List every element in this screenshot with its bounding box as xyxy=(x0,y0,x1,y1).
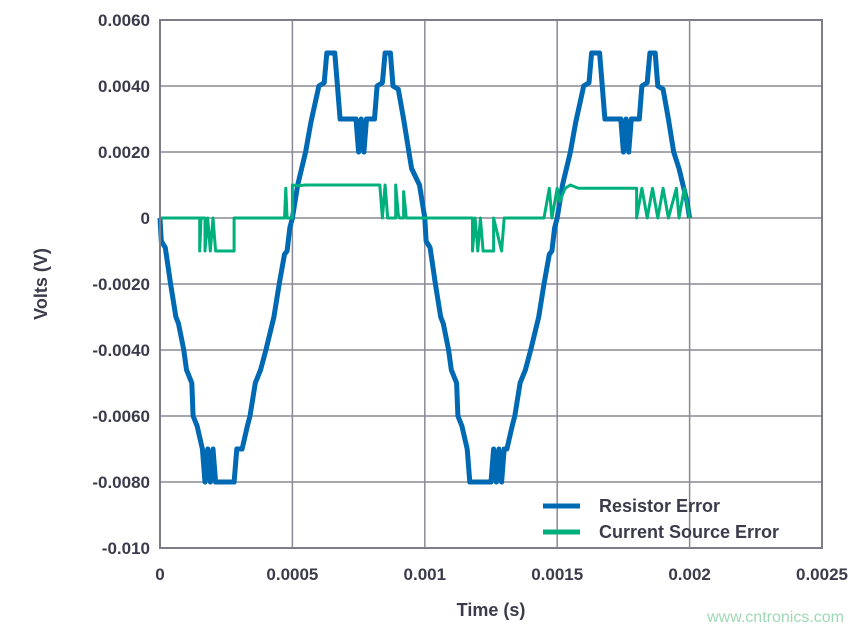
y-tick-label: 0 xyxy=(141,209,150,228)
x-axis-label: Time (s) xyxy=(457,600,526,620)
y-tick-label: -0.0020 xyxy=(92,275,150,294)
x-tick-label: 0.001 xyxy=(404,565,447,584)
series-line-current-source-error xyxy=(160,183,692,253)
plot-frame xyxy=(159,19,823,549)
y-tick-label: -0.0080 xyxy=(92,473,150,492)
y-tick-label: 0.0040 xyxy=(98,77,150,96)
y-axis-label: Volts (V) xyxy=(31,248,51,320)
watermark: www.cntronics.com xyxy=(706,609,844,626)
x-tick-label: 0.0025 xyxy=(796,565,848,584)
x-tick-label: 0 xyxy=(155,565,164,584)
legend: Resistor Error Current Source Error xyxy=(543,496,779,542)
x-tick-label: 0.002 xyxy=(668,565,711,584)
x-tick-label: 0.0015 xyxy=(531,565,583,584)
series-layer xyxy=(157,50,693,485)
y-tick-label: 0.0020 xyxy=(98,143,150,162)
legend-label-current-source-error: Current Source Error xyxy=(599,522,779,542)
x-tick-label: 0.0005 xyxy=(266,565,318,584)
x-tick-labels: 0 0.0005 0.001 0.0015 0.002 0.0025 xyxy=(155,565,848,584)
legend-label-resistor-error: Resistor Error xyxy=(599,496,720,516)
y-tick-label: 0.0060 xyxy=(98,11,150,30)
y-tick-label: -0.0040 xyxy=(92,341,150,360)
y-tick-label: -0.010 xyxy=(102,539,150,558)
y-tick-label: -0.0060 xyxy=(92,407,150,426)
y-tick-labels: 0.0060 0.0040 0.0020 0 -0.0020 -0.0040 -0.0060… xyxy=(92,11,150,558)
